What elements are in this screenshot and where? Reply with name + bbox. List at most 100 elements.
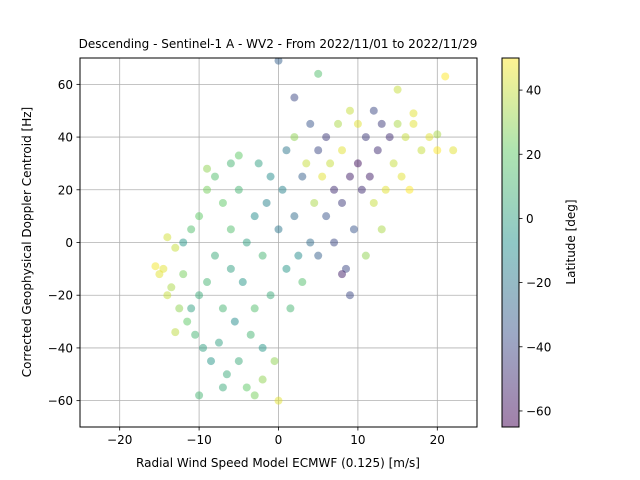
scatter-point xyxy=(433,146,442,155)
scatter-point xyxy=(294,251,303,260)
scatter-point xyxy=(234,151,243,160)
scatter-point xyxy=(393,119,402,128)
scatter-point xyxy=(199,343,208,352)
scatter-point xyxy=(290,212,299,221)
scatter-point xyxy=(397,172,406,181)
scatter-point xyxy=(203,278,212,287)
scatter-point xyxy=(183,317,192,326)
scatter-point xyxy=(409,109,418,118)
chart-title: Descending - Sentinel-1 A - WV2 - From 2… xyxy=(79,37,478,51)
y-axis-label: Corrected Geophysical Doppler Centroid [… xyxy=(20,107,34,377)
colorbar-tick-label: 40 xyxy=(526,84,541,98)
scatter-point xyxy=(222,370,231,379)
scatter-point xyxy=(226,225,235,234)
colorbar xyxy=(502,58,519,427)
scatter-point xyxy=(179,238,188,247)
scatter-point xyxy=(314,69,323,78)
scatter-point xyxy=(258,343,267,352)
scatter-point xyxy=(282,264,291,273)
scatter-point xyxy=(318,172,327,181)
y-tick-label: 20 xyxy=(58,183,73,197)
scatter-point xyxy=(175,304,184,313)
scatter-point xyxy=(187,304,196,313)
colorbar-tick-label: −20 xyxy=(526,276,551,290)
scatter-point xyxy=(187,225,196,234)
scatter-point xyxy=(369,106,378,115)
scatter-point xyxy=(258,251,267,260)
x-tick-label: −20 xyxy=(107,433,132,447)
scatter-point xyxy=(151,262,160,271)
scatter-point xyxy=(195,212,204,221)
scatter-point xyxy=(349,225,358,234)
scatter-point xyxy=(290,133,299,142)
scatter-point xyxy=(167,283,176,292)
scatter-point xyxy=(310,198,319,207)
scatter-point xyxy=(345,291,354,300)
scatter-point xyxy=(266,291,275,300)
scatter-point xyxy=(274,396,283,405)
scatter-point xyxy=(449,146,458,155)
y-tick-label: −20 xyxy=(48,289,73,303)
scatter-point xyxy=(401,133,410,142)
scatter-point xyxy=(361,133,370,142)
scatter-point xyxy=(389,159,398,168)
scatter-point xyxy=(314,146,323,155)
scatter-point xyxy=(338,270,347,279)
scatter-point xyxy=(210,172,219,181)
scatter-point xyxy=(246,330,255,339)
y-tick-label: 40 xyxy=(58,131,73,145)
scatter-point xyxy=(254,159,263,168)
scatter-point xyxy=(238,278,247,287)
scatter-point xyxy=(302,159,311,168)
colorbar-label: Latitude [deg] xyxy=(564,199,578,284)
scatter-point xyxy=(377,225,386,234)
scatter-point xyxy=(330,185,339,194)
scatter-point xyxy=(338,198,347,207)
x-tick-label: 20 xyxy=(430,433,445,447)
scatter-point xyxy=(353,159,362,168)
scatter-point xyxy=(171,243,180,252)
scatter-point xyxy=(266,172,275,181)
scatter-point xyxy=(218,198,227,207)
y-tick-label: 60 xyxy=(58,78,73,92)
scatter-point xyxy=(218,383,227,392)
scatter-point xyxy=(230,317,239,326)
scatter-point xyxy=(425,133,434,142)
y-tick-label: −60 xyxy=(48,394,73,408)
scatter-point xyxy=(290,93,299,102)
scatter-point xyxy=(163,291,172,300)
scatter-point xyxy=(409,119,418,128)
scatter-point xyxy=(334,119,343,128)
scatter-point xyxy=(250,391,259,400)
scatter-point xyxy=(210,251,219,260)
scatter-point xyxy=(163,233,172,242)
scatter-point xyxy=(322,212,331,221)
scatter-point xyxy=(274,58,283,65)
scatter-point xyxy=(373,146,382,155)
x-axis-label: Radial Wind Speed Model ECMWF (0.125) [m… xyxy=(136,456,420,470)
scatter-point xyxy=(314,251,323,260)
scatter-point xyxy=(306,119,315,128)
scatter-point xyxy=(338,146,347,155)
scatter-point xyxy=(191,330,200,339)
y-tick-label: 0 xyxy=(65,236,73,250)
scatter-point xyxy=(207,357,216,366)
scatter-point xyxy=(393,85,402,94)
scatter-point xyxy=(171,328,180,337)
scatter-point xyxy=(262,198,271,207)
colorbar-ticks: −60 −40 −20 0 20 40 xyxy=(519,84,551,418)
colorbar-tick-label: −40 xyxy=(526,340,551,354)
x-tick-label: −10 xyxy=(186,433,211,447)
scatter-point xyxy=(385,133,394,142)
scatter-point xyxy=(226,264,235,273)
scatter-point xyxy=(298,172,307,181)
scatter-point xyxy=(282,146,291,155)
scatter-point xyxy=(441,72,450,81)
x-axis-ticks: −20 −10 0 10 20 xyxy=(107,427,445,447)
scatter-point xyxy=(195,391,204,400)
scatter-point xyxy=(179,270,188,279)
scatter-point xyxy=(365,172,374,181)
colorbar-tick-label: 20 xyxy=(526,148,541,162)
scatter-point xyxy=(258,375,267,384)
